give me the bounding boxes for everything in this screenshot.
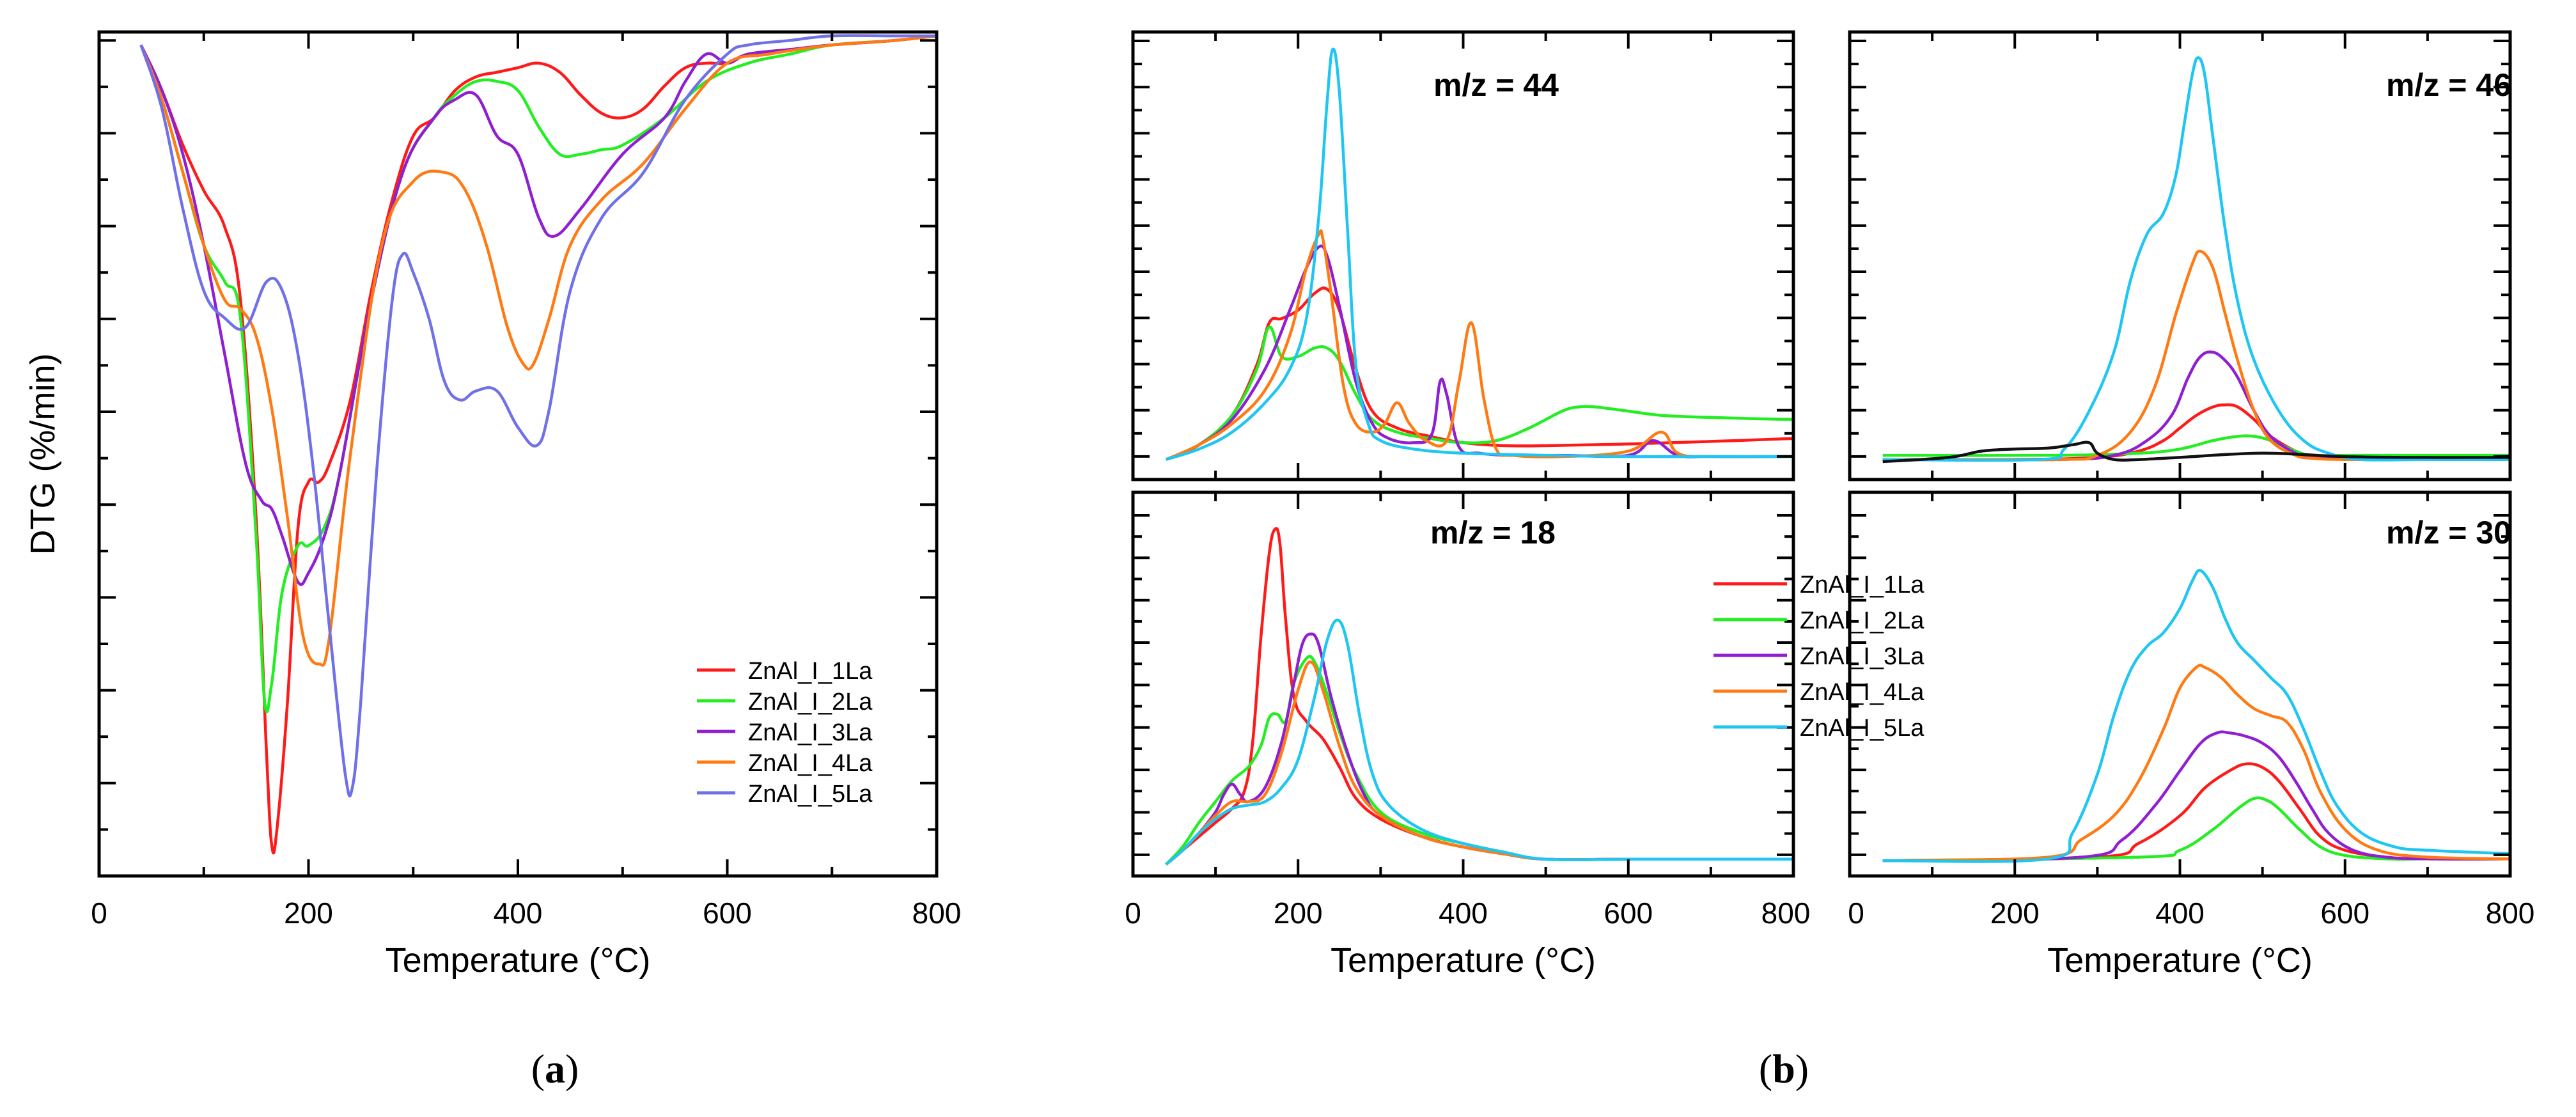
- panel-label-a-letter: a: [545, 1046, 565, 1091]
- legend-b-label-znal-i-3la: ZnAl_I_3La: [1800, 643, 1924, 670]
- panel-label-a: (a): [531, 1046, 579, 1091]
- legend-b-label-znal-i-1la: ZnAl_I_1La: [1800, 572, 1924, 598]
- x-tick-label-b3-200: 200: [1274, 896, 1323, 930]
- plot-frame-a: [97, 30, 939, 878]
- series-b3-znal-i-5la: [1165, 618, 1793, 866]
- x-tick-label-a-0: 0: [91, 896, 107, 930]
- series-b4-znal-i-3la: [1882, 730, 2511, 863]
- series-b2-znal-i-4la: [1882, 249, 2510, 462]
- x-tick-label-a-200: 200: [284, 896, 333, 930]
- x-tick-label-a-800: 800: [912, 896, 962, 930]
- chart-b-mz46: m/z = 46: [1848, 30, 2512, 481]
- series-a-znal-i-5la: [139, 34, 937, 798]
- legend-b-label-znal-i-5la: ZnAl_I_5La: [1800, 715, 1924, 742]
- chart-a: 0 200 400 600 800 Temperature (°C) DTG (%/min): [24, 30, 962, 980]
- subplot-title-b2: m/z = 46: [2386, 67, 2511, 103]
- panel-label-a-open: (: [531, 1046, 545, 1091]
- series-b4-znal-i-5la: [1882, 568, 2511, 863]
- panel-label-b-open: (: [1759, 1046, 1772, 1091]
- legend-a-label-znal-i-5la: ZnAl_I_5La: [748, 781, 873, 808]
- x-tick-label-b3-0: 0: [1125, 896, 1141, 930]
- series-b3-znal-i-4la: [1165, 660, 1793, 866]
- x-tick-label-b4-200: 200: [1990, 896, 2040, 930]
- x-axis-label-a: Temperature (°C): [386, 941, 651, 980]
- x-tick-label-a-400: 400: [494, 896, 543, 930]
- panel-label-b-close: ): [1795, 1046, 1809, 1091]
- legend-a: ZnAl_I_1La ZnAl_I_2La ZnAl_I_3La ZnAl_I_4La…: [697, 658, 873, 808]
- series-a-znal-i-3la: [139, 34, 937, 586]
- y-axis-label-a: DTG (%/min): [24, 354, 62, 555]
- series-a-znal-i-2la: [139, 34, 937, 714]
- x-tick-label-b4-0: 0: [1848, 896, 1864, 930]
- panel-label-b: (b): [1759, 1046, 1809, 1091]
- series-b3-znal-i-2la: [1165, 655, 1793, 866]
- x-tick-label-b4-600: 600: [2320, 896, 2369, 930]
- x-tick-label-a-600: 600: [703, 896, 752, 930]
- series-a-znal-i-4la: [139, 34, 937, 667]
- subplot-title-b3: m/z = 18: [1430, 515, 1556, 551]
- x-tick-label-b4-800: 800: [2486, 896, 2535, 930]
- legend-b-label-znal-i-2la: ZnAl_I_2La: [1800, 607, 1924, 634]
- series-b4-znal-i-4la: [1882, 664, 2511, 863]
- series-b1-znal-i-4la: [1165, 229, 1794, 461]
- panel-label-a-close: ): [565, 1046, 579, 1091]
- x-axis-label-b3: Temperature (°C): [1331, 941, 1596, 980]
- chart-b-mz44: m/z = 44: [1131, 30, 1795, 481]
- x-tick-label-b3-600: 600: [1604, 896, 1653, 930]
- series-b2-unlabeled-5: [1882, 441, 2511, 464]
- x-tick-label-b3-400: 400: [1439, 896, 1488, 930]
- series-b3-znal-i-1la: [1165, 527, 1793, 866]
- panel-label-b-letter: b: [1772, 1046, 1795, 1091]
- series-b2-znal-i-2la: [1882, 434, 2510, 457]
- series-b2-znal-i-5la: [1882, 56, 2510, 462]
- legend-a-label-znal-i-3la: ZnAl_I_3La: [748, 719, 873, 746]
- series-b1-znal-i-5la: [1166, 47, 1793, 461]
- series-b4-znal-i-2la: [1882, 796, 2510, 863]
- legend-a-label-znal-i-4la: ZnAl_I_4La: [748, 750, 873, 777]
- series-b1-znal-i-2la: [1165, 325, 1794, 461]
- legend-a-label-znal-i-2la: ZnAl_I_2La: [748, 689, 873, 715]
- x-tick-label-b3-800: 800: [1761, 896, 1811, 930]
- subplot-title-b4: m/z = 30: [2386, 515, 2511, 551]
- series-b4-znal-i-1la: [1882, 762, 2511, 863]
- subplot-title-b1: m/z = 44: [1433, 67, 1559, 103]
- x-axis-label-b4: Temperature (°C): [2047, 941, 2313, 980]
- x-tick-label-b4-400: 400: [2155, 896, 2205, 930]
- legend-b-label-znal-i-4la: ZnAl_I_4La: [1800, 679, 1924, 706]
- legend-b: ZnAl_I_1La ZnAl_I_2La ZnAl_I_3La ZnAl_I_4La…: [1713, 572, 1924, 742]
- chart-b-mz30: 0 200 400 600 800 Temperature (°C) m/z = 30: [1848, 490, 2535, 980]
- chart-b-mz18: 0 200 400 600 800 Temperature (°C) m/z = 18: [1125, 490, 1811, 980]
- legend-a-label-znal-i-1la: ZnAl_I_1La: [748, 658, 873, 685]
